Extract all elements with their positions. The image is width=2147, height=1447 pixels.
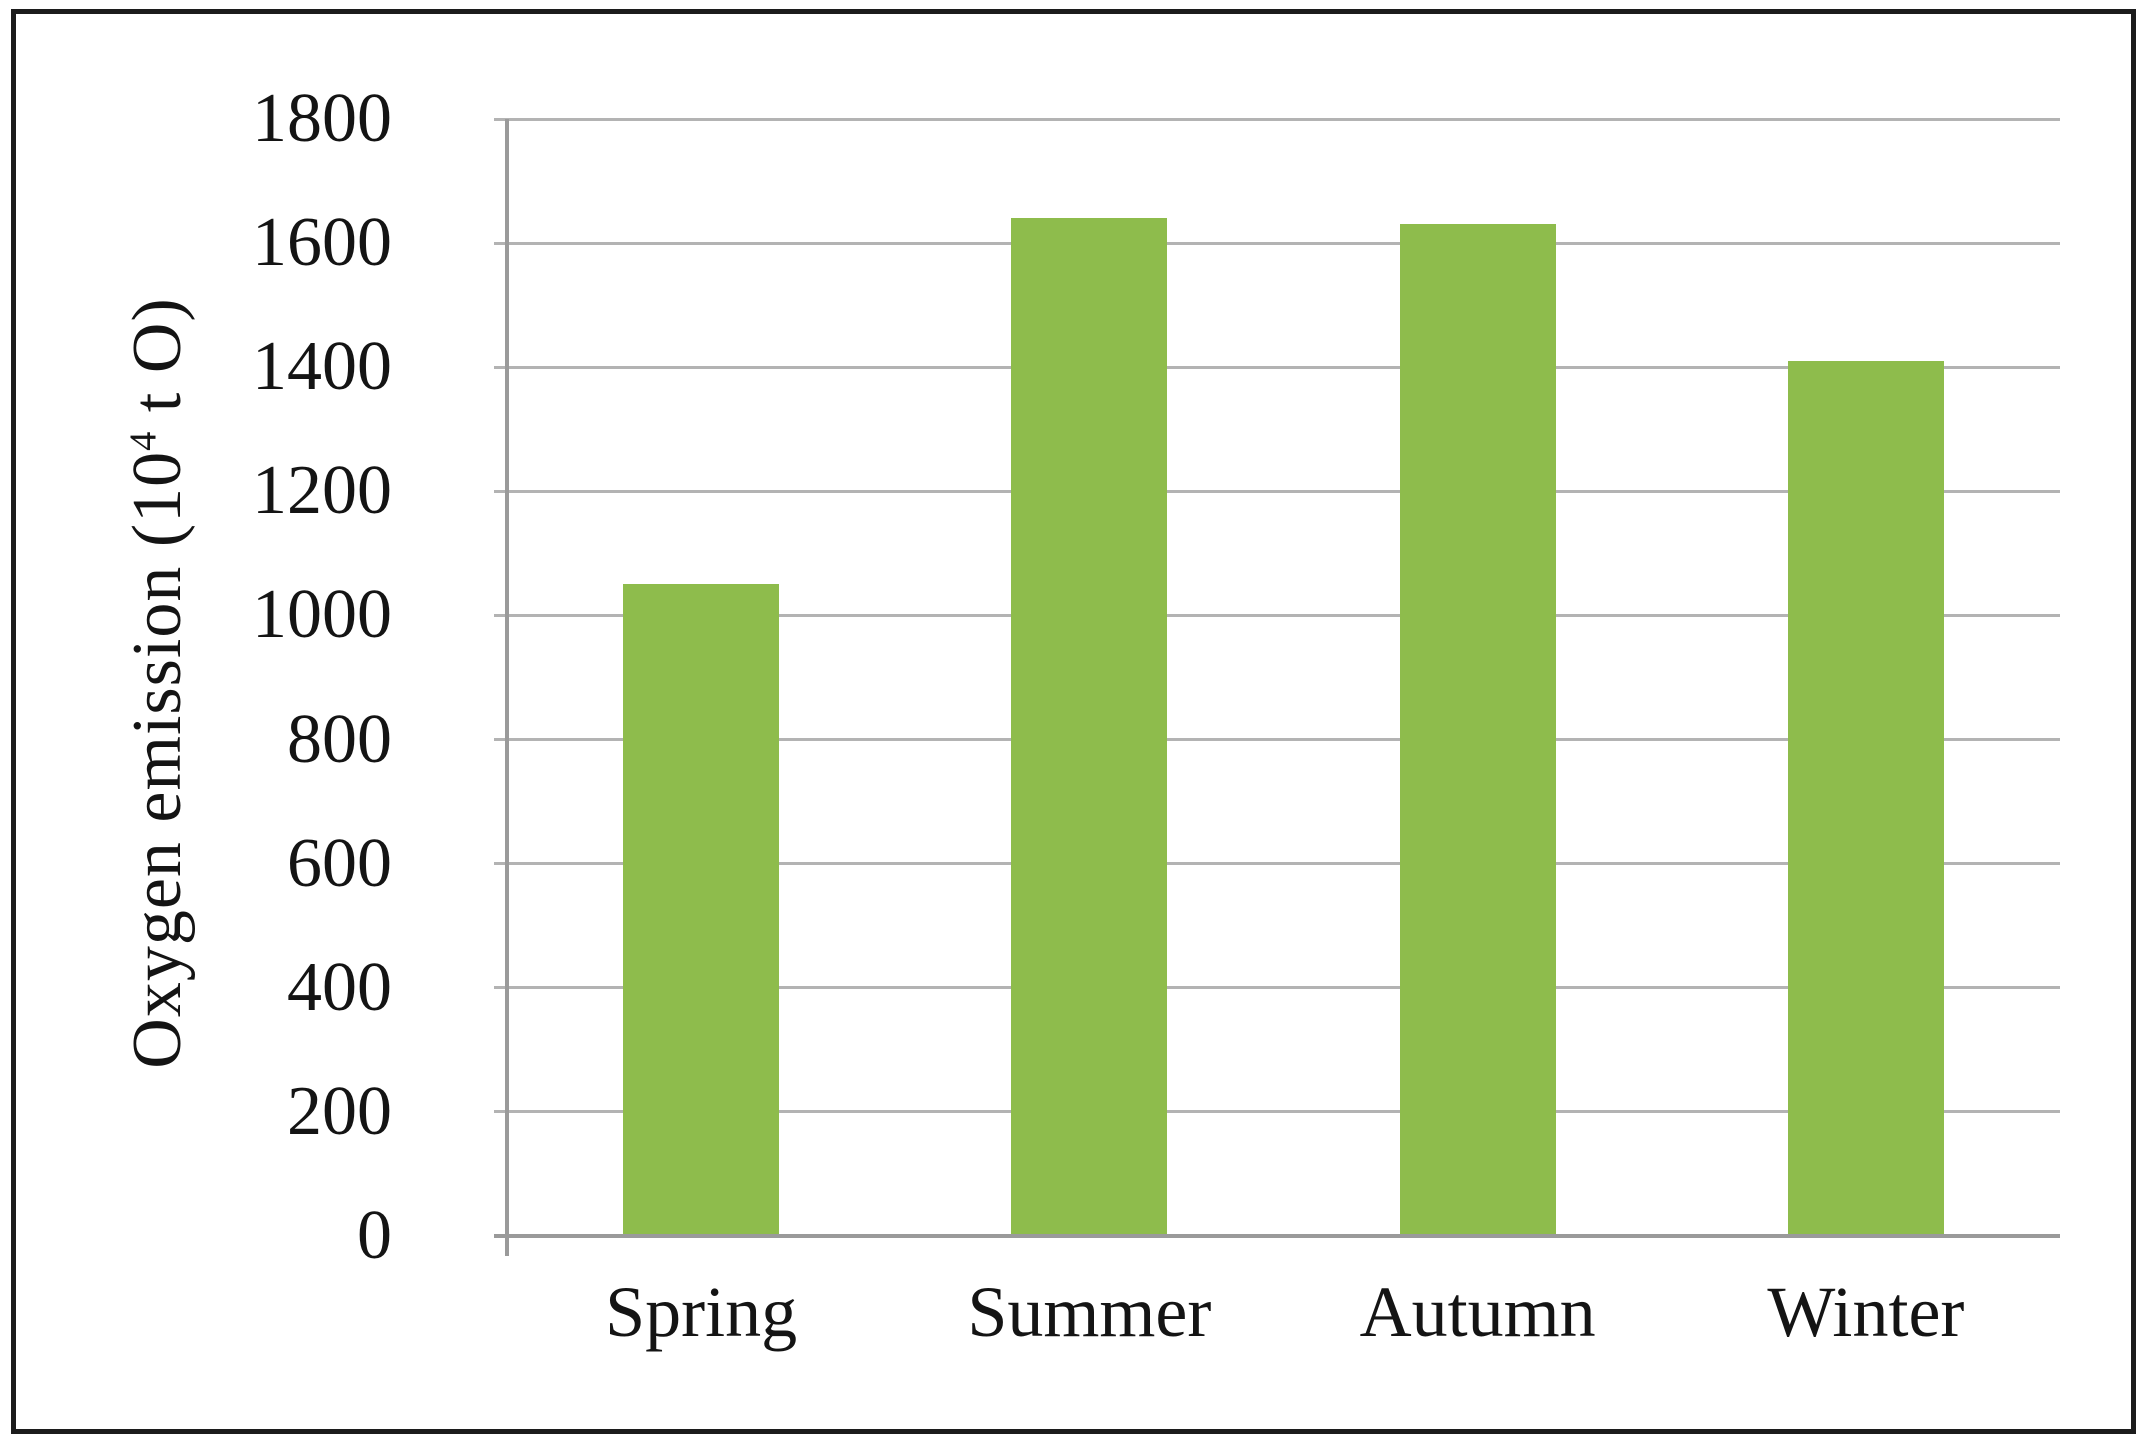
bar-spring [623, 584, 780, 1234]
y-tick-label: 600 [287, 824, 392, 902]
y-tick-label: 0 [357, 1197, 392, 1274]
y-tick-label: 1000 [252, 576, 392, 654]
gridline [494, 862, 2060, 866]
y-tick-label: 800 [287, 700, 392, 778]
bar-summer [1011, 218, 1168, 1234]
gridline [494, 1110, 2060, 1114]
bar-winter [1787, 361, 1944, 1234]
x-tick-label: Spring [605, 1272, 798, 1352]
gridline [494, 241, 2060, 245]
gridline [494, 738, 2060, 742]
x-tick-label: Summer [967, 1272, 1212, 1352]
gridline [494, 489, 2060, 493]
y-axis-line [505, 119, 509, 1256]
y-tick-label: 1800 [252, 80, 392, 157]
x-tick-label: Autumn [1359, 1272, 1596, 1352]
gridline [494, 613, 2060, 617]
bar-autumn [1399, 224, 1556, 1234]
y-tick-label: 1200 [252, 452, 392, 530]
x-tick-label: Winter [1767, 1272, 1965, 1352]
gridline [494, 986, 2060, 990]
y-tick-label: 400 [287, 948, 392, 1026]
y-tick-label: 1400 [252, 328, 392, 406]
gridline [494, 365, 2060, 369]
y-tick-label: 200 [287, 1072, 392, 1150]
gridline [494, 117, 2060, 121]
y-tick-label: 1600 [252, 204, 392, 282]
x-axis-line [494, 1234, 2060, 1238]
